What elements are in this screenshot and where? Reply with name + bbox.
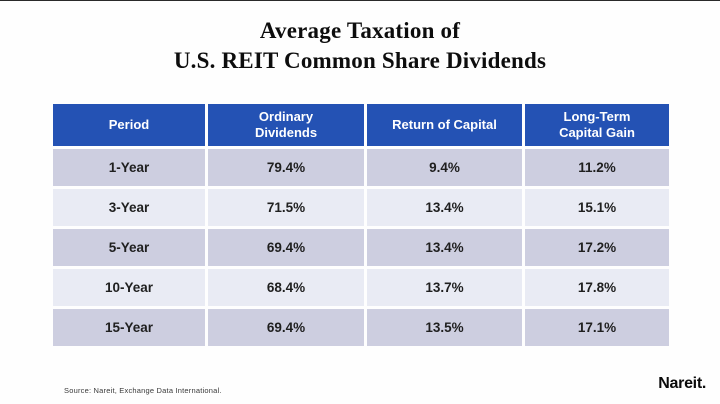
table-row: 3-Year 71.5% 13.4% 15.1%	[53, 189, 669, 226]
long-term-capital-gain-cell: 17.2%	[525, 229, 669, 266]
return-of-capital-cell: 13.4%	[367, 229, 522, 266]
return-of-capital-cell: 13.5%	[367, 309, 522, 346]
period-cell: 15-Year	[53, 309, 205, 346]
long-term-capital-gain-cell: 17.1%	[525, 309, 669, 346]
nareit-logo: Nareit.	[658, 375, 706, 392]
column-header-ordinary-dividends: Ordinary Dividends	[208, 104, 364, 146]
page-title: Average Taxation of U.S. REIT Common Sha…	[0, 16, 720, 76]
title-line-1: Average Taxation of	[259, 18, 461, 43]
table-row: 15-Year 69.4% 13.5% 17.1%	[53, 309, 669, 346]
long-term-capital-gain-cell: 15.1%	[525, 189, 669, 226]
ordinary-dividends-cell: 68.4%	[208, 269, 364, 306]
column-header-period: Period	[53, 104, 205, 146]
return-of-capital-cell: 9.4%	[367, 149, 522, 186]
title-line-2: U.S. REIT Common Share Dividends	[173, 48, 547, 73]
taxation-table-container: Period Ordinary Dividends Return of Capi…	[50, 101, 672, 349]
table-header-row: Period Ordinary Dividends Return of Capi…	[53, 104, 669, 146]
source-attribution: Source: Nareit, Exchange Data Internatio…	[64, 386, 222, 395]
top-border-line	[0, 0, 720, 1]
period-cell: 1-Year	[53, 149, 205, 186]
ordinary-dividends-cell: 79.4%	[208, 149, 364, 186]
table-row: 10-Year 68.4% 13.7% 17.8%	[53, 269, 669, 306]
ordinary-dividends-cell: 69.4%	[208, 309, 364, 346]
period-cell: 10-Year	[53, 269, 205, 306]
ordinary-dividends-cell: 69.4%	[208, 229, 364, 266]
period-cell: 5-Year	[53, 229, 205, 266]
table-row: 1-Year 79.4% 9.4% 11.2%	[53, 149, 669, 186]
column-header-return-of-capital: Return of Capital	[367, 104, 522, 146]
column-header-long-term-capital-gain: Long-Term Capital Gain	[525, 104, 669, 146]
taxation-table: Period Ordinary Dividends Return of Capi…	[50, 101, 672, 349]
return-of-capital-cell: 13.4%	[367, 189, 522, 226]
long-term-capital-gain-cell: 11.2%	[525, 149, 669, 186]
long-term-capital-gain-cell: 17.8%	[525, 269, 669, 306]
return-of-capital-cell: 13.7%	[367, 269, 522, 306]
table-row: 5-Year 69.4% 13.4% 17.2%	[53, 229, 669, 266]
period-cell: 3-Year	[53, 189, 205, 226]
ordinary-dividends-cell: 71.5%	[208, 189, 364, 226]
